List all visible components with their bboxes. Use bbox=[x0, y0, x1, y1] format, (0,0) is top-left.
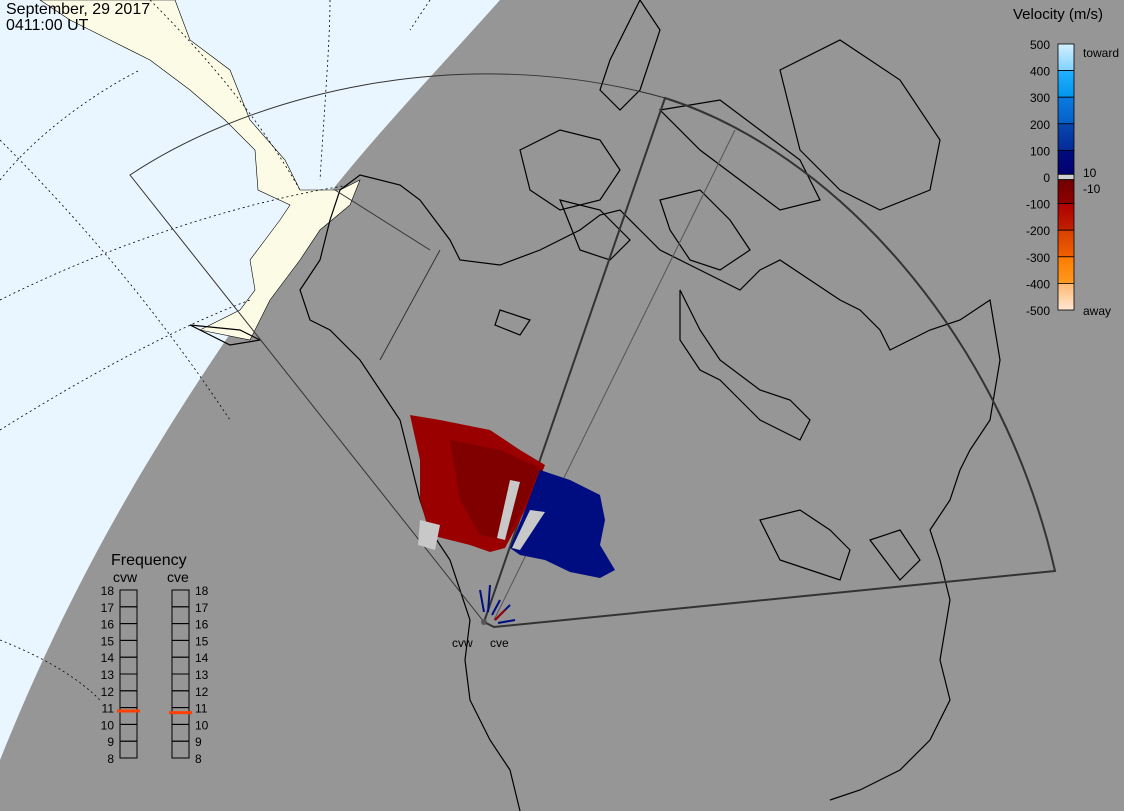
frequency-cell bbox=[119, 623, 138, 641]
frequency-tick-label: 15 bbox=[195, 634, 209, 648]
frequency-radar-cve: cve bbox=[167, 569, 189, 585]
frequency-tick-label: 12 bbox=[195, 685, 209, 699]
frequency-cell bbox=[119, 589, 138, 608]
radar-label-cvw: cvw bbox=[452, 636, 473, 650]
near-range-away bbox=[494, 609, 506, 621]
frequency-tick-label: 12 bbox=[101, 685, 115, 699]
colorbar-segment bbox=[1057, 123, 1075, 151]
frequency-tick-label: 11 bbox=[195, 702, 208, 716]
date-label: September, 29 2017 bbox=[6, 1, 151, 18]
velocity-tick-label: 100 bbox=[1030, 144, 1050, 158]
frequency-tick-label: 18 bbox=[101, 584, 115, 598]
frequency-tick-label: 15 bbox=[101, 634, 115, 648]
colorbar-segment bbox=[1057, 256, 1075, 284]
frequency-cell bbox=[171, 707, 190, 725]
frequency-cell bbox=[171, 589, 190, 608]
inner-label-minus10: -10 bbox=[1083, 182, 1101, 196]
colorbar-segment bbox=[1057, 173, 1075, 181]
frequency-cell bbox=[119, 639, 138, 658]
frequency-cell bbox=[119, 740, 138, 759]
frequency-cell bbox=[119, 673, 138, 692]
frequency-tick-label: 11 bbox=[102, 702, 115, 716]
radar-site-marker bbox=[481, 619, 487, 625]
frequency-cell bbox=[171, 690, 190, 709]
frequency-cell bbox=[119, 606, 138, 625]
ground-scatter bbox=[418, 480, 545, 550]
away-echo-dark bbox=[450, 440, 540, 540]
inner-label-10: 10 bbox=[1083, 166, 1097, 180]
colorbar-segment bbox=[1057, 43, 1075, 72]
frequency-tick-label: 17 bbox=[101, 601, 115, 615]
velocity-colorbar bbox=[1057, 43, 1075, 311]
frequency-cell bbox=[119, 723, 138, 742]
time-label: 0411:00 UT bbox=[6, 17, 89, 34]
frequency-tick-label: 9 bbox=[195, 735, 202, 749]
cve-fan-outline bbox=[482, 96, 1057, 629]
frequency-cell bbox=[171, 740, 190, 759]
colorbar-segment bbox=[1057, 203, 1075, 231]
away-label: away bbox=[1083, 304, 1111, 318]
frequency-tick-label: 16 bbox=[195, 618, 209, 632]
colorbar-segment bbox=[1057, 179, 1075, 205]
velocity-tick-label: 500 bbox=[1030, 38, 1050, 52]
frequency-tick-label: 14 bbox=[195, 651, 209, 665]
frequency-cell bbox=[119, 656, 138, 675]
frequency-cell bbox=[171, 606, 190, 625]
frequency-tick-label: 18 bbox=[195, 584, 209, 598]
velocity-scale-title: Velocity (m/s) bbox=[1013, 6, 1103, 23]
frequency-cell bbox=[171, 623, 190, 641]
velocity-tick-labels: 500 400 300 200 100 0 -100 -200 -300 -400 -500 bbox=[1026, 38, 1050, 318]
frequency-radar-cvw: cvw bbox=[113, 569, 138, 585]
velocity-tick-label: -400 bbox=[1026, 277, 1050, 291]
frequency-tick-label: 17 bbox=[195, 601, 209, 615]
graticule bbox=[0, 0, 431, 701]
coastlines bbox=[189, 0, 1001, 811]
colorbar-segment bbox=[1057, 282, 1075, 311]
cvw-fan-outline bbox=[129, 73, 666, 623]
frequency-tick-label: 10 bbox=[195, 718, 209, 732]
velocity-tick-label: -200 bbox=[1026, 224, 1050, 238]
frequency-tick-label: 16 bbox=[101, 618, 115, 632]
colorbar-segment bbox=[1057, 149, 1075, 175]
frequency-tick-label: 14 bbox=[101, 651, 115, 665]
frequency-cell bbox=[171, 673, 190, 692]
frequency-tick-label: 10 bbox=[101, 718, 115, 732]
velocity-tick-label: 200 bbox=[1030, 118, 1050, 132]
frequency-cell bbox=[171, 723, 190, 742]
velocity-tick-label: 300 bbox=[1030, 91, 1050, 105]
daylight-region bbox=[0, 0, 500, 760]
colorbar-segment bbox=[1057, 229, 1075, 258]
velocity-tick-label: -300 bbox=[1026, 251, 1050, 265]
timestamp: September, 29 2017 0411:00 UT bbox=[6, 2, 150, 34]
frequency-tick-label: 8 bbox=[195, 752, 202, 766]
colorbar-segment bbox=[1057, 70, 1075, 98]
velocity-tick-label: -100 bbox=[1026, 198, 1050, 212]
radar-label-cve: cve bbox=[490, 636, 509, 650]
toward-echo-region bbox=[510, 470, 615, 578]
near-range-echoes bbox=[479, 584, 516, 624]
velocity-tick-label: 0 bbox=[1043, 171, 1050, 185]
colorbar-segment bbox=[1057, 96, 1075, 125]
frequency-tick-label: 13 bbox=[101, 668, 115, 682]
toward-label: toward bbox=[1083, 46, 1119, 60]
frequency-tick-label: 9 bbox=[107, 735, 114, 749]
frequency-title: Frequency bbox=[111, 552, 187, 569]
frequency-tick-label: 13 bbox=[195, 668, 209, 682]
frequency-cell bbox=[171, 656, 190, 675]
frequency-cell bbox=[171, 639, 190, 658]
velocity-echoes bbox=[410, 415, 615, 625]
velocity-tick-label: -500 bbox=[1026, 304, 1050, 318]
frequency-tick-label: 8 bbox=[107, 752, 114, 766]
frequency-bars: 18 17 16 15 14 13 12 11 10 9 8 18 17 16 15 14 13 12 11 10 9 8 bbox=[101, 584, 209, 766]
frequency-cell bbox=[119, 690, 138, 709]
velocity-tick-label: 400 bbox=[1030, 65, 1050, 79]
